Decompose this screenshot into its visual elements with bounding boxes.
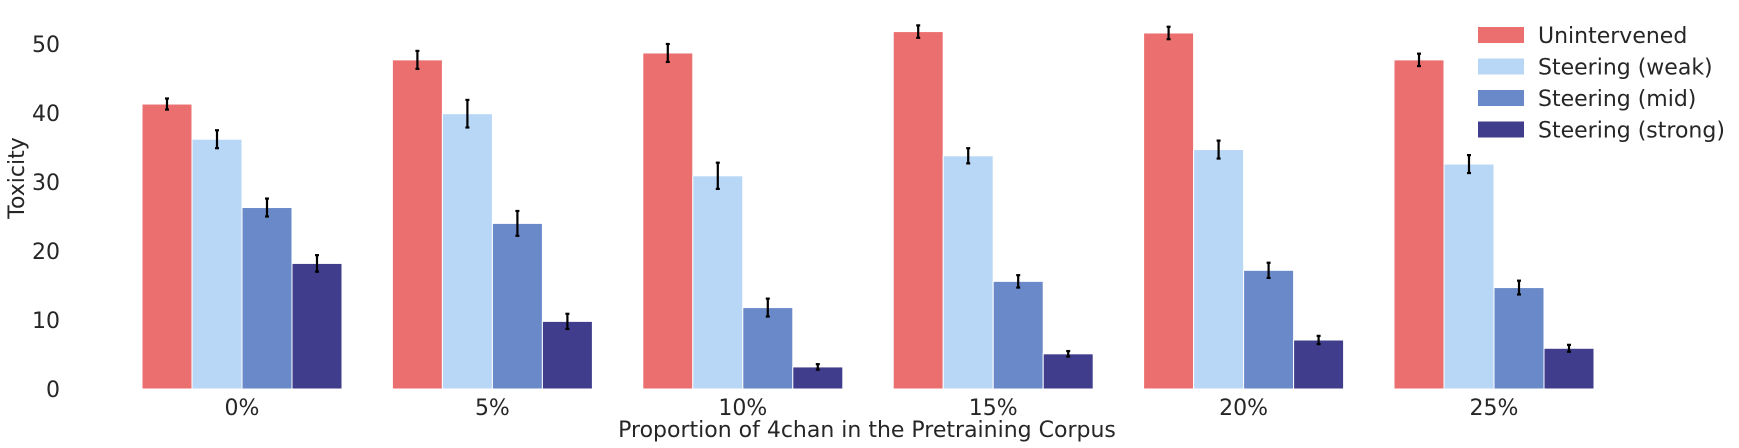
bar-unintervened-15pct: [892, 31, 944, 390]
y-tick-label: 30: [32, 171, 60, 196]
y-tick-label: 10: [32, 309, 60, 334]
error-bar: [515, 209, 520, 237]
bar-steering-strong-15pct: [1042, 353, 1094, 390]
bar-steering-mid-15pct: [992, 280, 1044, 390]
x-axis-label: Proportion of 4chan in the Pretraining C…: [618, 418, 1116, 443]
bar-steering-strong-20pct: [1293, 339, 1345, 390]
legend-label: Steering (weak): [1538, 56, 1713, 81]
error-bar: [1166, 25, 1171, 41]
error-bar: [966, 147, 971, 165]
error-bar: [565, 312, 570, 331]
legend-swatch: [1478, 90, 1524, 106]
bar-steering-weak-20pct: [1193, 149, 1245, 390]
error-bar: [315, 254, 319, 273]
y-tick-label: 50: [32, 33, 60, 58]
error-bar: [1467, 153, 1471, 175]
bar-steering-weak-5pct: [441, 113, 493, 390]
error-bar: [265, 197, 269, 218]
legend-label: Steering (mid): [1538, 87, 1696, 112]
legend-label: Unintervened: [1538, 24, 1687, 49]
bar-steering-weak-15pct: [942, 155, 994, 390]
error-bar: [765, 297, 770, 318]
bar-steering-mid-10pct: [742, 307, 794, 390]
legend-item: Steering (mid): [1478, 87, 1696, 112]
y-tick-label: 40: [32, 102, 60, 127]
legend: Unintervened Steering (weak) Steering (mid…: [1478, 24, 1725, 144]
error-bar: [815, 363, 820, 371]
bar-steering-weak-25pct: [1443, 163, 1495, 390]
legend-swatch: [1478, 58, 1524, 75]
error-bars-layer: [165, 24, 1571, 371]
error-bar: [1567, 343, 1571, 353]
bar-unintervened-25pct: [1393, 59, 1445, 390]
bar-steering-mid-20pct: [1243, 269, 1295, 390]
bar-unintervened-5pct: [391, 59, 443, 390]
x-tick-label: 5%: [475, 396, 510, 421]
x-tick-label: 25%: [1470, 396, 1519, 421]
error-bar: [1417, 52, 1421, 68]
legend-label: Steering (strong): [1538, 119, 1725, 144]
legend-item: Steering (weak): [1478, 56, 1713, 81]
error-bar: [665, 42, 670, 64]
bar-steering-mid-0pct: [241, 207, 293, 390]
y-axis-label: Toxicity: [5, 137, 30, 219]
legend-item: Unintervened: [1478, 24, 1687, 49]
error-bar: [1066, 349, 1071, 358]
error-bar: [1316, 334, 1321, 346]
y-tick-labels: 0 10 20 30 40 50: [32, 33, 60, 403]
bar-steering-strong-25pct: [1543, 347, 1595, 390]
error-bar: [465, 98, 470, 129]
error-bar: [165, 97, 169, 111]
y-tick-label: 0: [46, 378, 60, 403]
bar-unintervened-0pct: [141, 103, 193, 390]
x-tick-label: 15%: [969, 396, 1018, 421]
error-bar: [916, 24, 921, 39]
error-bar: [1016, 274, 1021, 289]
x-tick-label: 20%: [1219, 396, 1268, 421]
bar-steering-strong-5pct: [541, 320, 593, 390]
error-bar: [715, 161, 720, 190]
error-bar: [215, 129, 219, 150]
bar-steering-mid-25pct: [1493, 287, 1545, 390]
bar-unintervened-20pct: [1143, 32, 1195, 390]
legend-swatch: [1478, 27, 1524, 43]
bar-steering-mid-5pct: [491, 222, 543, 390]
bar-steering-weak-0pct: [191, 138, 243, 390]
bar-steering-weak-10pct: [692, 175, 744, 390]
x-tick-labels: 0% 5% 10% 15% 20% 25%: [225, 396, 1519, 421]
y-tick-label: 20: [32, 240, 60, 265]
error-bar: [415, 49, 420, 70]
x-tick-label: 10%: [718, 396, 767, 421]
error-bar: [1216, 139, 1221, 160]
legend-swatch: [1478, 121, 1524, 138]
bar-unintervened-10pct: [642, 52, 694, 390]
bars-layer: [141, 31, 1595, 390]
x-tick-label: 0%: [225, 396, 260, 421]
bar-steering-strong-0pct: [291, 262, 343, 390]
error-bar: [1266, 261, 1271, 280]
legend-item: Steering (strong): [1478, 119, 1725, 144]
error-bar: [1517, 279, 1521, 296]
